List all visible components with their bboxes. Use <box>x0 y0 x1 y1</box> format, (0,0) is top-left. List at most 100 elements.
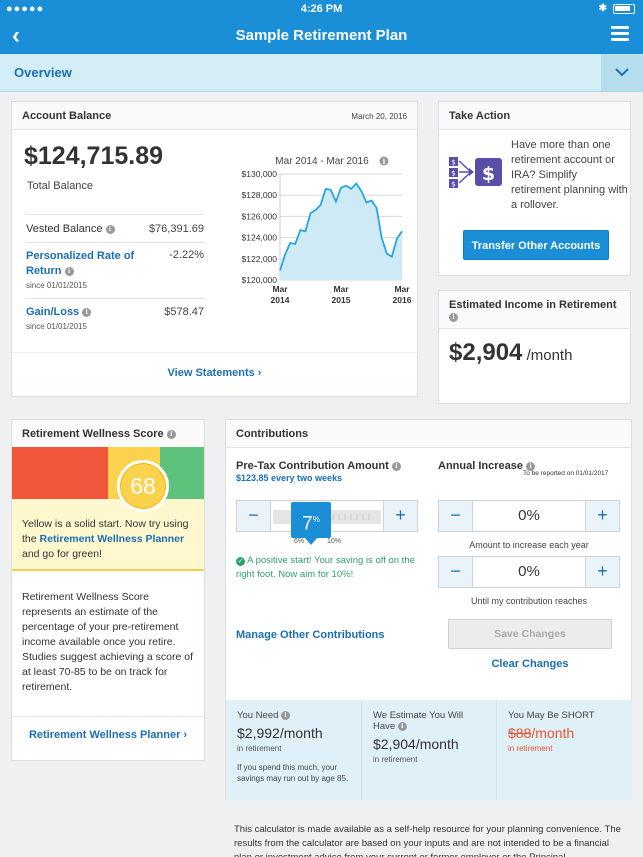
signal-icon: ●●●●● <box>6 3 45 15</box>
pretax-amount: $123.85 every two weeks <box>236 473 343 483</box>
limit-minus-button[interactable]: − <box>439 557 473 587</box>
total-balance-label: Total Balance <box>27 180 94 192</box>
status-time: 4:26 PM <box>300 3 343 15</box>
clear-changes-link[interactable]: Clear Changes <box>491 658 569 670</box>
wellness-score-bar <box>12 447 204 499</box>
total-balance-value: $124,715.89 <box>24 142 164 170</box>
info-icon[interactable]: i <box>166 430 176 439</box>
wellness-planner-link[interactable]: Retirement Wellness Planner › <box>12 716 204 741</box>
rollover-icon: $ $ $ $ <box>449 157 502 189</box>
save-changes-button[interactable]: Save Changes <box>448 619 612 649</box>
increase-amount-stepper[interactable]: − 0% + <box>438 500 620 532</box>
slider-track[interactable]: 7% <box>273 502 381 545</box>
manage-other-contributions-link[interactable]: Manage Other Contributions <box>236 629 385 641</box>
overview-dropdown[interactable]: Overview <box>0 54 643 92</box>
small-dollar-icon: $ <box>451 181 455 189</box>
view-statements-link[interactable]: View Statements › <box>12 352 417 394</box>
hamburger-menu-icon[interactable] <box>611 26 629 42</box>
info-icon[interactable]: i <box>449 313 458 322</box>
shortfall-amount: $88 <box>508 725 532 741</box>
estimated-income-unit: /month <box>522 347 573 364</box>
you-need-column: You Need i $2,992/month in retirement If… <box>226 700 361 800</box>
take-action-card: Take Action $ $ $ $ Have more than one r… <box>438 101 631 276</box>
take-action-text: Have more than one retirement account or… <box>511 139 628 211</box>
wellness-score-badge: 68 <box>117 460 169 512</box>
x-tick-label: 2016 <box>393 295 412 305</box>
back-chevron-icon[interactable]: ‹ <box>12 22 20 49</box>
overview-label: Overview <box>14 65 72 80</box>
pretax-label: Pre-Tax Contribution Amount i <box>236 460 401 472</box>
info-icon[interactable]: i <box>82 308 92 317</box>
y-tick-label: $124,000 <box>242 233 278 243</box>
score-zone-red <box>12 447 108 499</box>
info-icon[interactable]: i <box>105 225 115 234</box>
increase-minus-button[interactable]: − <box>439 501 473 531</box>
x-tick-label: Mar <box>333 284 349 294</box>
slider-ticks <box>332 514 370 520</box>
contribution-limit-value[interactable]: 0% <box>518 563 540 580</box>
balance-date: March 20, 2016 <box>351 112 407 121</box>
wellness-message: Yellow is a solid start. Now try using t… <box>12 499 204 571</box>
info-icon <box>379 156 389 166</box>
rate-of-return-value: -2.22% <box>169 249 204 261</box>
account-balance-title: Account Balance <box>22 110 112 122</box>
rate-of-return-since: since 01/01/2015 <box>26 281 87 290</box>
gain-loss-since: since 01/01/2015 <box>26 322 87 331</box>
balance-area <box>280 183 402 280</box>
info-icon[interactable]: i <box>391 462 401 471</box>
you-need-note: If you spend this much, your savings may… <box>237 763 349 783</box>
info-icon[interactable]: i <box>281 711 291 720</box>
pretax-plus-button[interactable]: + <box>383 501 417 531</box>
pretax-minus-button[interactable]: − <box>237 501 271 531</box>
balance-chart: Mar 2014 - Mar 2016 i $130,000 $128,000 $126… <box>242 156 412 305</box>
limit-plus-button[interactable]: + <box>585 557 619 587</box>
increase-amount-value[interactable]: 0% <box>518 507 540 524</box>
contribution-limit-stepper[interactable]: − 0% + <box>438 556 620 588</box>
increase-plus-button[interactable]: + <box>585 501 619 531</box>
info-icon[interactable]: i <box>397 722 407 731</box>
wellness-score-title: Retirement Wellness Score <box>22 428 164 440</box>
shortfall-label: You May Be SHORT <box>508 710 595 721</box>
info-icon[interactable]: i <box>64 267 74 276</box>
bluetooth-icon: ✱ <box>598 3 607 14</box>
take-action-header: Take Action <box>439 102 630 130</box>
y-tick-label: $122,000 <box>242 254 278 264</box>
gain-loss-link[interactable]: Gain/Loss i <box>26 306 92 318</box>
large-dollar-icon: $ <box>482 163 495 185</box>
slider-thumb[interactable]: 7% <box>291 502 331 545</box>
shortfall-column: You May Be SHORT $88/month in retirement <box>496 700 631 800</box>
check-circle-icon: ✓ <box>236 557 245 566</box>
rate-of-return-link[interactable]: Personalized Rate of Return i <box>26 250 135 277</box>
x-tick-label: 2015 <box>332 295 351 305</box>
estimate-label: We Estimate You Will Have <box>373 710 464 732</box>
chart-title: Mar 2014 - Mar 2016 <box>275 156 369 167</box>
nav-bar: ‹ Sample Retirement Plan <box>0 18 643 54</box>
annual-increase-note: To be reported on 01/01/2017 <box>523 470 609 477</box>
wellness-score-card: Retirement Wellness Score i Yellow is a … <box>11 419 205 761</box>
wellness-score-header: Retirement Wellness Score i <box>12 420 204 448</box>
chevron-down-icon[interactable] <box>601 54 643 91</box>
you-need-label: You Need <box>237 710 279 721</box>
estimated-income-header: Estimated Income in Retirement i <box>439 291 630 329</box>
wellness-planner-inline-link[interactable]: Retirement Wellness Planner <box>39 533 185 545</box>
annual-increase-label: Annual Increase i <box>438 460 536 472</box>
estimate-amount: $2,904 <box>373 736 416 752</box>
wellness-description: Retirement Wellness Score represents an … <box>22 591 194 693</box>
positive-message: ✓ A positive start! Your saving is off o… <box>236 555 415 580</box>
estimated-income-card: Estimated Income in Retirement i $2,904 … <box>438 290 631 404</box>
vested-balance-row: Vested Balance i $76,391.69 <box>26 214 204 242</box>
page-title: Sample Retirement Plan <box>235 27 408 44</box>
battery-icon <box>613 4 635 14</box>
info-icon[interactable]: i <box>526 462 536 471</box>
contributions-title: Contributions <box>236 428 309 440</box>
estimate-column: We Estimate You Will Have i $2,904/month… <box>361 700 496 800</box>
contributions-card: Contributions Pre-Tax Contribution Amoun… <box>225 419 632 800</box>
pretax-slider[interactable]: − 7% + <box>236 500 418 545</box>
estimated-income-value: $2,904 /month <box>449 339 573 366</box>
vested-balance-value: $76,391.69 <box>148 223 204 235</box>
transfer-other-accounts-button[interactable]: Transfer Other Accounts <box>463 230 609 260</box>
y-tick-label: $126,000 <box>242 211 278 221</box>
account-balance-header: Account Balance March 20, 2016 <box>12 102 417 130</box>
rate-of-return-row: Personalized Rate of Return i -2.22% sinc… <box>26 242 204 298</box>
you-need-amount: $2,992 <box>237 725 280 741</box>
